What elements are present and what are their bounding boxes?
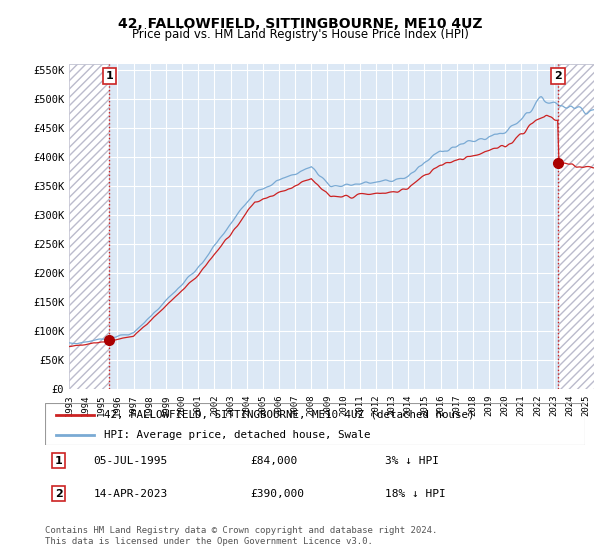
Text: Price paid vs. HM Land Registry's House Price Index (HPI): Price paid vs. HM Land Registry's House … — [131, 28, 469, 41]
Text: £390,000: £390,000 — [250, 489, 304, 499]
Text: 2: 2 — [55, 489, 62, 499]
Text: HPI: Average price, detached house, Swale: HPI: Average price, detached house, Swal… — [104, 430, 371, 440]
Bar — [69, 64, 109, 389]
Text: 18% ↓ HPI: 18% ↓ HPI — [385, 489, 446, 499]
Text: 42, FALLOWFIELD, SITTINGBOURNE, ME10 4UZ: 42, FALLOWFIELD, SITTINGBOURNE, ME10 4UZ — [118, 17, 482, 31]
Text: 42, FALLOWFIELD, SITTINGBOURNE, ME10 4UZ (detached house): 42, FALLOWFIELD, SITTINGBOURNE, ME10 4UZ… — [104, 410, 475, 420]
Text: £84,000: £84,000 — [250, 456, 298, 466]
Text: 1: 1 — [106, 71, 113, 81]
Text: 05-JUL-1995: 05-JUL-1995 — [94, 456, 168, 466]
Text: 1: 1 — [55, 456, 62, 466]
Text: 3% ↓ HPI: 3% ↓ HPI — [385, 456, 439, 466]
Text: 2: 2 — [554, 71, 562, 81]
Text: 14-APR-2023: 14-APR-2023 — [94, 489, 168, 499]
Bar — [558, 64, 594, 389]
Text: Contains HM Land Registry data © Crown copyright and database right 2024.
This d: Contains HM Land Registry data © Crown c… — [45, 526, 437, 546]
